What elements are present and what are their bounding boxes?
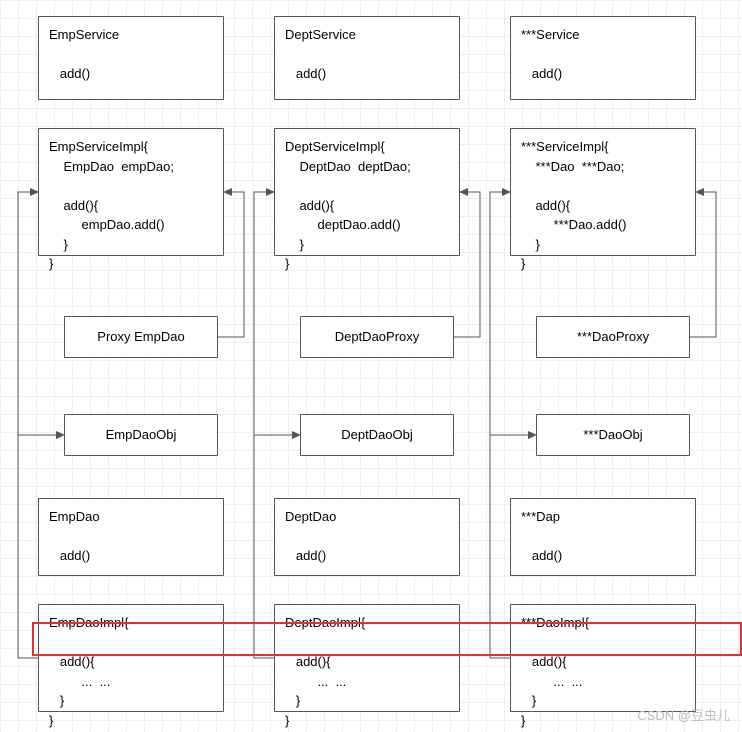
star-proxy-box: ***DaoProxy (536, 316, 690, 358)
star-dao-impl-box: ***DaoImpl{ add(){ ... ... } } (510, 604, 696, 712)
dept-dao-impl-box: DeptDaoImpl{ add(){ ... ... } } (274, 604, 460, 712)
star-service-box: ***Service add() (510, 16, 696, 100)
emp-proxy-box: Proxy EmpDao (64, 316, 218, 358)
dept-proxy-box: DeptDaoProxy (300, 316, 454, 358)
star-service-impl-box: ***ServiceImpl{ ***Dao ***Dao; add(){ **… (510, 128, 696, 256)
emp-dao-impl-box: EmpDaoImpl{ add(){ ... ... } } (38, 604, 224, 712)
emp-service-box: EmpService add() (38, 16, 224, 100)
watermark-text: CSDN @豆虫儿 (637, 705, 730, 724)
dept-dao-box: DeptDao add() (274, 498, 460, 576)
emp-dao-box: EmpDao add() (38, 498, 224, 576)
star-obj-box: ***DaoObj (536, 414, 690, 456)
dept-service-impl-box: DeptServiceImpl{ DeptDao deptDao; add(){… (274, 128, 460, 256)
dept-obj-box: DeptDaoObj (300, 414, 454, 456)
star-dao-box: ***Dap add() (510, 498, 696, 576)
emp-obj-box: EmpDaoObj (64, 414, 218, 456)
dept-service-box: DeptService add() (274, 16, 460, 100)
emp-service-impl-box: EmpServiceImpl{ EmpDao empDao; add(){ em… (38, 128, 224, 256)
